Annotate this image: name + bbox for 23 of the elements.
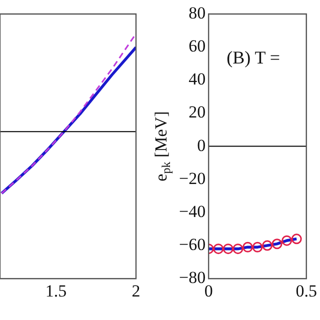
point xyxy=(232,244,244,254)
y-tick-label: −60 xyxy=(178,234,206,254)
y-tick-label: 0 xyxy=(197,136,206,155)
point xyxy=(262,240,273,251)
point xyxy=(291,234,302,244)
x-tick-label: 2 xyxy=(132,281,140,300)
y-tick-label: 60 xyxy=(188,36,206,56)
x-tick-label: 0.5 xyxy=(296,281,317,300)
annotation: (B) T = xyxy=(226,48,280,68)
point xyxy=(282,235,292,246)
x-tick-label: 1.5 xyxy=(45,281,67,300)
y-tick-label: 40 xyxy=(188,70,206,89)
point xyxy=(213,244,224,254)
y-axis-title: epk [MeV] xyxy=(151,111,174,182)
point xyxy=(222,244,234,254)
point xyxy=(252,242,263,252)
y-tick-label: −80 xyxy=(178,268,206,288)
y-tick-label: 20 xyxy=(188,102,206,122)
point xyxy=(272,238,282,250)
y-tick-label: −40 xyxy=(178,202,206,221)
point xyxy=(242,242,253,252)
y-tick-label: −20 xyxy=(178,168,206,188)
y-tick-label: 80 xyxy=(188,3,206,22)
